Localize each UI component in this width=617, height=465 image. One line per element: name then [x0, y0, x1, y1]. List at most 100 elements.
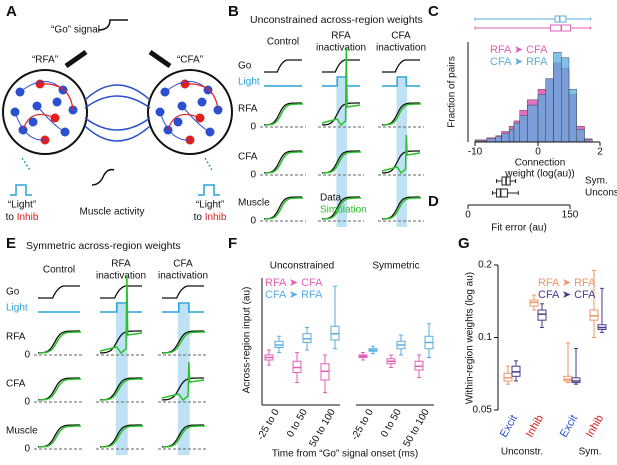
sim-trace — [99, 274, 143, 355]
panel-label: E — [6, 235, 16, 252]
sim-trace — [163, 331, 205, 354]
data-trace — [38, 377, 80, 401]
light-trace — [322, 76, 360, 87]
group-label: Unconstr. — [501, 447, 543, 458]
row-label: RFA — [238, 104, 258, 115]
legend-entry: RFA ➤ CFA — [265, 277, 323, 289]
inactivation-shade — [177, 304, 190, 455]
panel-label: G — [458, 235, 470, 252]
panel-title: Symmetric across-region weights — [26, 240, 181, 252]
x-tick-label: 0 — [535, 147, 541, 158]
y-tick-label: 0.05 — [473, 405, 493, 416]
panel-label: B — [228, 3, 239, 20]
sim-trace — [161, 361, 205, 402]
neuron — [173, 117, 183, 127]
box — [549, 24, 572, 32]
data-trace — [38, 330, 80, 354]
zero-label: 0 — [250, 122, 256, 133]
sim-trace — [265, 103, 303, 126]
column-header: inactivation — [96, 271, 146, 282]
inactivation-shade — [396, 78, 408, 227]
inhib-text: Inhib — [17, 212, 39, 223]
go-signal-label: “Go” signal — [51, 25, 100, 36]
neuron — [28, 117, 38, 127]
row-label: Light — [6, 303, 28, 314]
region-label: “RFA” — [32, 55, 58, 66]
sim-trace — [101, 378, 143, 401]
x-tick-label: 50 to 100 — [401, 407, 432, 449]
column-header: CFA — [173, 259, 193, 270]
neuron — [197, 97, 207, 107]
inactivation-shade — [115, 304, 128, 455]
data-trace — [38, 424, 80, 448]
legend-entry: RFA ➤ RFA — [538, 277, 596, 289]
box — [537, 309, 547, 321]
light-target: to Inhib — [6, 212, 39, 223]
x-tick-label: 2 — [597, 147, 603, 158]
x-tick-label: 150 — [562, 210, 579, 221]
x-tick-label: 50 to 100 — [307, 407, 338, 449]
y-axis-label: Fraction of pairs — [447, 56, 458, 128]
histogram-bar — [495, 136, 502, 143]
box — [571, 377, 581, 384]
panel-label: C — [428, 3, 439, 20]
data-trace — [162, 377, 204, 401]
sim-trace — [381, 134, 421, 175]
go-trace — [382, 59, 420, 73]
data-trace — [322, 102, 360, 126]
sim-trace — [323, 151, 361, 174]
histogram-bar — [545, 78, 554, 143]
data-trace — [264, 196, 302, 220]
legend-entry: CFA ➤ RFA — [265, 289, 323, 301]
histogram-bar — [519, 115, 528, 143]
data-trace — [264, 150, 302, 174]
category-label: Unconstr. — [585, 188, 617, 199]
x-tick-label: 0 to 50 — [379, 407, 404, 439]
light-label: “Light” — [196, 200, 224, 211]
light-trace — [100, 302, 142, 313]
histogram-bar — [537, 94, 546, 143]
x-tick-label: Inhib — [584, 413, 606, 440]
x-axis-label: Connection — [515, 158, 566, 169]
box — [563, 375, 573, 382]
zero-label: 0 — [250, 216, 256, 227]
x-axis-label: Time from “Go” signal onset (ms) — [272, 449, 418, 460]
legend-entry: CFA ➤ RFA — [490, 56, 548, 68]
legend-entry: RFA ➤ CFA — [490, 44, 548, 56]
column-header: RFA — [111, 259, 131, 270]
data-trace — [382, 150, 420, 174]
muscle-label: Muscle activity — [79, 207, 144, 218]
sim-trace — [321, 46, 361, 127]
go-trace — [264, 59, 302, 73]
go-trace — [100, 285, 142, 299]
category-label: Sym. — [585, 176, 608, 187]
sim-trace — [383, 103, 421, 126]
legend-data: Data — [320, 193, 342, 204]
row-label: Go — [6, 287, 20, 298]
panel-title: Unconstrained across-region weights — [250, 14, 423, 26]
box — [554, 15, 567, 23]
zero-label: 0 — [250, 170, 256, 181]
light-trace — [382, 76, 420, 87]
histogram-bar — [561, 57, 570, 143]
connection — [167, 83, 219, 131]
x-axis-label: weight (log(au)) — [504, 169, 574, 180]
x-tick-label: Excit — [558, 413, 580, 440]
row-label: CFA — [238, 152, 258, 163]
y-tick-label: 0.2 — [478, 260, 492, 271]
histogram-bar — [501, 133, 510, 143]
column-header: RFA — [331, 31, 351, 42]
circuit-diagram — [2, 19, 233, 196]
inactivation-shade — [336, 78, 348, 227]
light-target: to Inhib — [194, 212, 227, 223]
box — [496, 188, 508, 198]
row-label: Muscle — [6, 426, 38, 437]
x-tick-label: -25 to 0 — [255, 407, 282, 442]
panel-label: D — [428, 193, 439, 210]
sim-trace — [323, 197, 361, 220]
go-trace — [38, 285, 80, 299]
column-header: Control — [43, 265, 75, 276]
histogram-bar — [576, 129, 585, 143]
data-trace — [100, 330, 142, 354]
y-axis-label: Across-region input (au) — [242, 287, 253, 394]
